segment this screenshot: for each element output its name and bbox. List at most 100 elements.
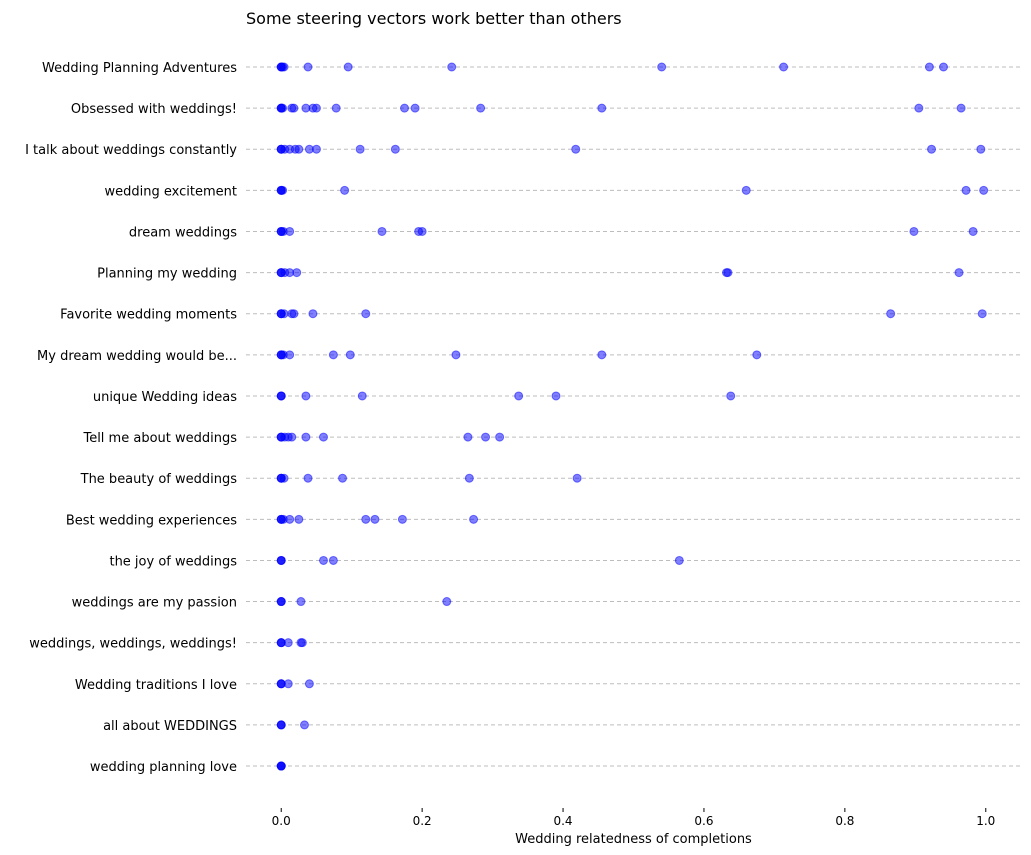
data-point	[442, 597, 452, 607]
data-point	[292, 268, 302, 278]
data-point	[914, 103, 924, 113]
data-point	[469, 514, 479, 524]
y-tick-label: The beauty of weddings	[80, 472, 238, 487]
data-point	[909, 226, 919, 236]
x-tick-label: 0.2	[413, 814, 432, 828]
data-point	[723, 268, 733, 278]
data-point	[303, 473, 313, 483]
data-point	[927, 144, 937, 154]
data-point	[279, 309, 289, 319]
data-point	[311, 144, 321, 154]
y-tick-label: dream weddings	[129, 225, 237, 240]
y-tick-label: weddings, weddings, weddings!	[29, 637, 237, 652]
data-point	[924, 62, 934, 72]
data-point	[361, 309, 371, 319]
data-point	[741, 185, 751, 195]
data-point	[357, 391, 367, 401]
data-point	[285, 514, 295, 524]
data-point	[283, 638, 293, 648]
data-point	[303, 62, 313, 72]
data-point	[976, 144, 986, 154]
data-point	[338, 473, 348, 483]
data-point	[390, 144, 400, 154]
data-point	[355, 144, 365, 154]
data-point	[276, 555, 286, 565]
data-point	[276, 597, 286, 607]
data-points	[276, 62, 989, 771]
x-tick-label: 0.8	[835, 814, 854, 828]
data-point	[979, 185, 989, 195]
data-point	[377, 226, 387, 236]
data-point	[345, 350, 355, 360]
data-point	[296, 597, 306, 607]
data-point	[597, 350, 607, 360]
data-point	[289, 309, 299, 319]
y-tick-label: the joy of weddings	[109, 554, 237, 569]
data-point	[279, 473, 289, 483]
y-tick-label: weddings are my passion	[72, 596, 237, 611]
data-point	[571, 144, 581, 154]
data-point	[961, 185, 971, 195]
data-point	[278, 185, 288, 195]
data-point	[294, 144, 304, 154]
data-point	[304, 679, 314, 689]
data-point	[463, 432, 473, 442]
y-tick-label: Tell me about weddings	[82, 431, 237, 446]
data-point	[328, 350, 338, 360]
data-point	[481, 432, 491, 442]
data-point	[287, 432, 297, 442]
data-point	[726, 391, 736, 401]
data-point	[451, 350, 461, 360]
data-point	[301, 391, 311, 401]
data-point	[297, 638, 307, 648]
y-tick-label: My dream wedding would be...	[37, 349, 237, 364]
data-point	[370, 514, 380, 524]
data-point	[954, 268, 964, 278]
data-point	[572, 473, 582, 483]
y-tick-label: Wedding Planning Adventures	[42, 61, 237, 76]
data-point	[476, 103, 486, 113]
x-tick-label: 0.6	[694, 814, 713, 828]
data-point	[319, 555, 328, 565]
data-point	[343, 62, 353, 72]
data-point	[779, 62, 789, 72]
x-axis-label: Wedding relatedness of completions	[515, 832, 752, 847]
data-point	[939, 62, 948, 72]
data-point	[283, 679, 293, 689]
data-point	[956, 103, 966, 113]
data-point	[397, 514, 407, 524]
y-tick-label: Best wedding experiences	[66, 513, 237, 528]
data-point	[319, 432, 328, 442]
data-point	[276, 720, 286, 730]
data-point	[285, 350, 295, 360]
y-tick-label: Wedding traditions I love	[75, 678, 237, 693]
data-point	[968, 226, 978, 236]
data-point	[464, 473, 474, 483]
data-point	[278, 103, 288, 113]
data-point	[294, 514, 304, 524]
x-tick-label: 1.0	[976, 814, 995, 828]
data-point	[886, 309, 896, 319]
y-tick-label: unique Wedding ideas	[93, 390, 237, 405]
data-point	[977, 309, 987, 319]
data-point	[447, 62, 457, 72]
data-point	[495, 432, 505, 442]
data-point	[331, 103, 341, 113]
x-tick-label: 0.4	[553, 814, 572, 828]
y-tick-label: I talk about weddings constantly	[25, 143, 237, 158]
data-point	[514, 391, 524, 401]
y-tick-label: Obsessed with weddings!	[71, 102, 237, 117]
data-point	[597, 103, 607, 113]
y-tick-label: wedding planning love	[90, 760, 237, 775]
data-point	[279, 62, 289, 72]
y-tick-label: Planning my wedding	[97, 267, 237, 282]
gridlines	[246, 66, 1021, 767]
data-point	[301, 432, 311, 442]
data-point	[328, 555, 338, 565]
y-tick-label: wedding excitement	[105, 184, 237, 199]
data-point	[657, 62, 667, 72]
data-point	[289, 103, 299, 113]
data-point	[410, 103, 420, 113]
y-tick-labels: Wedding Planning Adventures Obsessed with…	[25, 61, 237, 775]
